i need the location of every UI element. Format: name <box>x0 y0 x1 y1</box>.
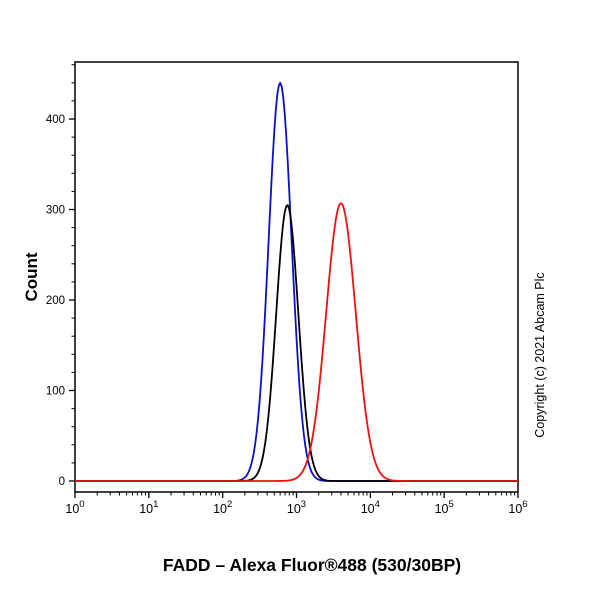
x-tick-label-10e5: 105 <box>435 499 454 516</box>
chart-title: FADD – Alexa Fluor®488 (530/30BP) <box>163 555 461 575</box>
x-tick-label-10e2: 102 <box>213 499 232 516</box>
y-tick-label-0: 0 <box>59 476 65 488</box>
y-tick-label-200: 200 <box>46 295 65 307</box>
x-axis-tick-labels: 100 101 102 103 104 105 106 <box>65 499 527 516</box>
x-axis-ticks <box>74 492 519 498</box>
y-tick-label-100: 100 <box>46 386 65 398</box>
y-tick-label-300: 300 <box>46 205 65 217</box>
x-tick-label-10e6: 106 <box>508 499 527 516</box>
y-tick-label-400: 400 <box>46 114 65 126</box>
y-axis-ticks <box>69 64 75 482</box>
y-axis-title: Count <box>22 252 41 301</box>
x-tick-label-10e1: 101 <box>139 499 158 516</box>
x-tick-label-10e4: 104 <box>361 499 380 516</box>
x-tick-label-10e3: 103 <box>287 499 306 516</box>
x-tick-label-10e0: 100 <box>65 499 84 516</box>
y-axis-tick-labels: 0 100 200 300 400 <box>46 114 65 488</box>
copyright-text: Copyright (c) 2021 Abcam Plc <box>533 272 547 437</box>
red-histogram-curve <box>75 202 518 482</box>
curves-group <box>75 81 518 482</box>
